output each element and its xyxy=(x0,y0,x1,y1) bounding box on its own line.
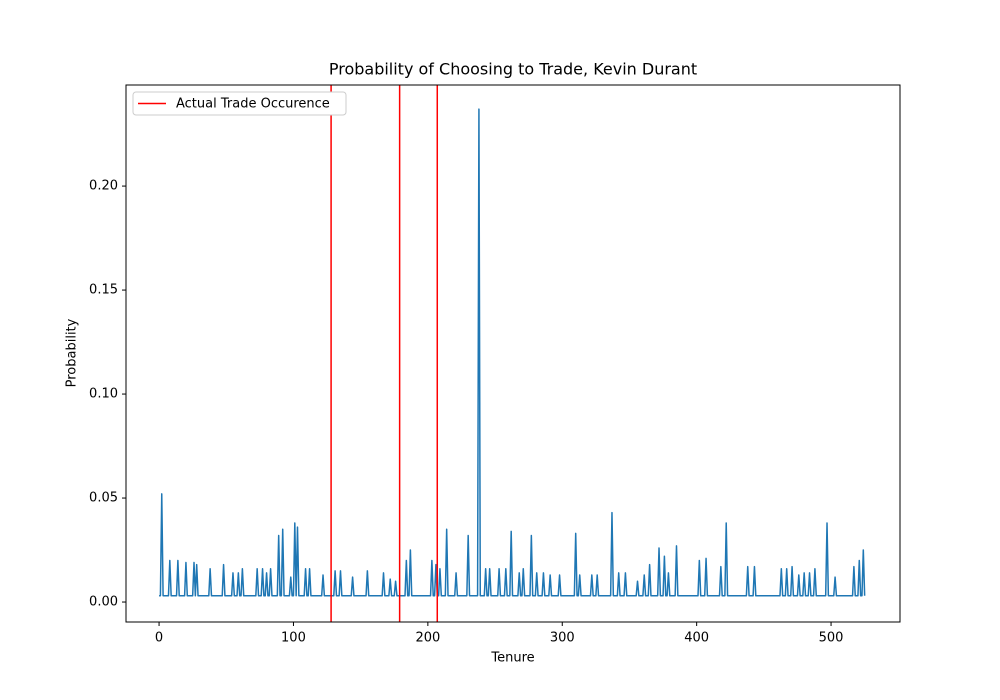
y-tick-label: 0.20 xyxy=(89,179,118,194)
legend-box xyxy=(132,91,347,116)
y-tick-label: 0.10 xyxy=(89,387,118,402)
x-tick-label: 200 xyxy=(415,631,440,646)
y-tick-label: 0.00 xyxy=(89,595,118,610)
x-tick-label: 500 xyxy=(819,631,844,646)
data-line xyxy=(159,108,866,597)
x-tick-label: 400 xyxy=(684,631,709,646)
x-tick-label: 100 xyxy=(281,631,306,646)
y-axis-label: Probability xyxy=(65,318,80,387)
x-tick-label: 0 xyxy=(155,631,163,646)
x-axis-label: Tenure xyxy=(490,651,534,666)
y-tick-label: 0.05 xyxy=(89,491,118,506)
x-tick-label: 300 xyxy=(550,631,575,646)
chart-title: Probability of Choosing to Trade, Kevin … xyxy=(329,60,697,79)
y-tick-label: 0.15 xyxy=(89,283,118,298)
axes-frame xyxy=(125,84,901,623)
legend-label: Actual Trade Occurence xyxy=(176,97,330,112)
